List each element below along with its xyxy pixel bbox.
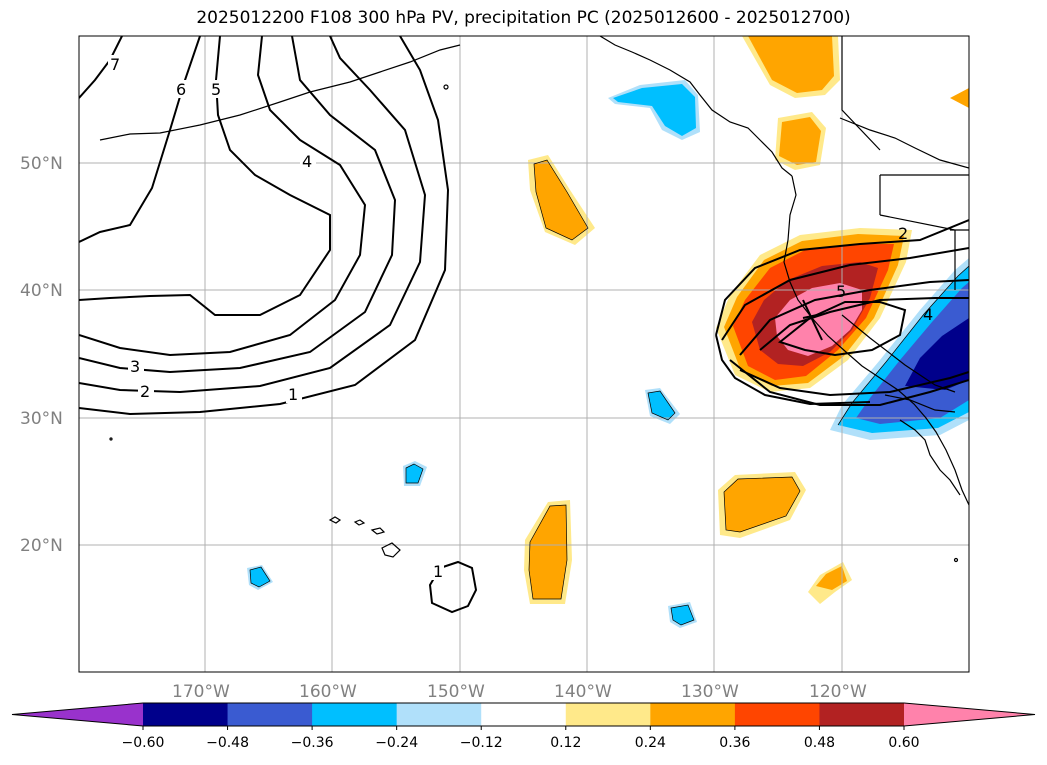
contour-label-3: 3 [130, 357, 140, 376]
lon-label-140w: 140°W [554, 682, 612, 702]
lon-label-170w: 170°W [172, 682, 230, 702]
gridlines [79, 36, 969, 672]
contour-label-7: 7 [110, 55, 120, 74]
colorbar-extend-low [12, 703, 143, 726]
colorbar-tick-label: 0.36 [719, 735, 750, 751]
colorbar-segment [650, 703, 736, 726]
lon-label-160w: 160°W [299, 682, 357, 702]
map-layers: 7 6 5 4 3 2 1 2 4 5 1 [79, 36, 969, 672]
colorbar-segment [481, 703, 567, 726]
lat-label-20n: 20°N [20, 536, 63, 556]
contour-label-1: 1 [288, 385, 298, 404]
colorbar-segment [143, 703, 229, 726]
contour-label-6: 6 [176, 80, 186, 99]
colorbar-tick-label: −0.36 [291, 735, 334, 751]
contour-label-1-hawaii: 1 [433, 562, 443, 581]
contour-label-5: 5 [211, 80, 221, 99]
colorbar-tick-label: 0.24 [635, 735, 666, 751]
colorbar-segment [396, 703, 482, 726]
longitude-labels: 170°W 160°W 150°W 140°W 130°W 120°W [172, 682, 867, 702]
colorbar-tick-label: 0.48 [804, 735, 835, 751]
lon-label-150w: 150°W [427, 682, 485, 702]
colorbar-tick-label: −0.12 [460, 735, 503, 751]
pv-contours [79, 36, 969, 614]
lon-label-130w: 130°W [681, 682, 739, 702]
colorbar: −0.60 −0.48 −0.36 −0.24 −0.12 0.12 0.24 0.36 0.4… [11, 702, 1036, 751]
colorbar-tick-label: −0.48 [206, 735, 249, 751]
lon-label-120w: 120°W [809, 682, 867, 702]
colorbar-segment [819, 703, 905, 726]
colorbar-segment [565, 703, 651, 726]
contour-label-2-east: 2 [898, 224, 908, 243]
colorbar-tick-label: 0.12 [550, 735, 581, 751]
colorbar-segment [227, 703, 313, 726]
colorbar-tick-label: −0.24 [375, 735, 418, 751]
colorbar-segment [312, 703, 398, 726]
contour-label-4: 4 [302, 152, 312, 171]
lat-label-40n: 40°N [20, 281, 63, 301]
colorbar-tick-label: 0.60 [888, 735, 919, 751]
contour-labels: 7 6 5 4 3 2 1 2 4 5 1 [108, 55, 933, 581]
contour-label-4-east: 4 [923, 305, 933, 324]
map-border [78, 35, 970, 673]
contour-label-5-east: 5 [836, 282, 846, 301]
map-title: 2025012200 F108 300 hPa PV, precipitatio… [196, 8, 851, 28]
latitude-labels: 50°N 40°N 30°N 20°N [20, 154, 63, 556]
colorbar-segment [734, 703, 820, 726]
colorbar-tick-label: −0.60 [122, 735, 165, 751]
lat-label-50n: 50°N [20, 154, 63, 174]
lat-label-30n: 30°N [20, 409, 63, 429]
colorbar-extend-high [904, 703, 1035, 726]
contour-label-2: 2 [140, 382, 150, 401]
